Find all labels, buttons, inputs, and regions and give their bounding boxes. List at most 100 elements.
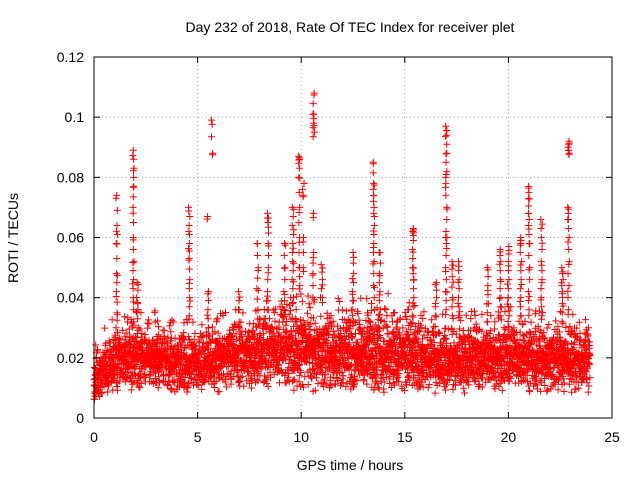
data-point xyxy=(375,279,383,287)
data-point xyxy=(505,250,513,258)
data-point xyxy=(558,318,566,326)
data-point xyxy=(309,214,317,222)
data-point xyxy=(310,128,318,136)
data-point xyxy=(539,308,547,316)
data-point xyxy=(295,372,303,380)
data-point xyxy=(296,273,304,281)
data-point xyxy=(254,286,262,294)
data-point xyxy=(257,316,265,324)
data-point xyxy=(348,275,356,283)
data-point xyxy=(113,206,121,214)
data-point xyxy=(321,375,329,383)
data-point xyxy=(471,312,479,320)
data-point xyxy=(484,273,492,281)
data-point xyxy=(369,185,377,193)
data-point xyxy=(181,378,189,386)
data-point xyxy=(109,369,117,377)
data-point xyxy=(409,227,417,235)
data-point xyxy=(309,282,317,290)
data-point xyxy=(417,311,425,319)
data-point xyxy=(235,324,243,332)
data-point xyxy=(336,298,344,306)
data-point xyxy=(123,329,131,337)
data-point xyxy=(154,384,162,392)
data-point xyxy=(112,293,120,301)
data-point xyxy=(279,318,287,326)
data-point xyxy=(221,378,229,386)
data-point xyxy=(186,212,194,220)
data-point xyxy=(169,377,177,385)
data-point xyxy=(505,276,513,284)
data-point xyxy=(448,265,456,273)
data-point xyxy=(299,249,307,257)
data-point xyxy=(442,227,450,235)
data-point xyxy=(239,309,247,317)
data-point xyxy=(247,384,255,392)
y-tick-label: 0.12 xyxy=(57,49,84,65)
data-point xyxy=(321,335,329,343)
data-point xyxy=(565,146,573,154)
data-point xyxy=(322,336,330,344)
data-point xyxy=(309,133,317,141)
y-tick-label: 0.04 xyxy=(57,290,84,306)
data-point xyxy=(496,285,504,293)
y-axis-label: ROTI / TECUs xyxy=(5,193,21,283)
data-point xyxy=(211,328,219,336)
data-point xyxy=(525,292,533,300)
data-point xyxy=(309,271,317,279)
data-point xyxy=(133,294,141,302)
data-point xyxy=(142,371,150,379)
data-point xyxy=(235,306,243,314)
data-point xyxy=(254,377,262,385)
data-point xyxy=(363,295,371,303)
data-point xyxy=(282,321,290,329)
data-point xyxy=(339,379,347,387)
data-point xyxy=(253,376,261,384)
data-point xyxy=(193,380,201,388)
data-point xyxy=(271,317,279,325)
data-point xyxy=(286,333,294,341)
data-point xyxy=(361,347,369,355)
data-point xyxy=(527,318,535,326)
data-point xyxy=(129,151,137,159)
data-point xyxy=(366,317,374,325)
data-point xyxy=(215,388,223,396)
data-point xyxy=(136,384,144,392)
data-point xyxy=(319,281,327,289)
data-point xyxy=(265,306,273,314)
data-point xyxy=(203,311,211,319)
y-tick-label: 0.08 xyxy=(57,169,84,185)
data-point xyxy=(564,143,572,151)
data-point xyxy=(538,279,546,287)
data-point xyxy=(359,359,367,367)
data-point xyxy=(265,252,273,260)
data-point xyxy=(524,209,532,217)
data-point xyxy=(568,388,576,396)
x-tick-label: 10 xyxy=(293,429,309,445)
data-point xyxy=(264,276,272,284)
data-point xyxy=(329,327,337,335)
data-point xyxy=(560,388,568,396)
data-point xyxy=(537,315,545,323)
data-point xyxy=(222,308,230,316)
data-point xyxy=(137,369,145,377)
data-point xyxy=(130,182,138,190)
data-point xyxy=(543,324,551,332)
data-point xyxy=(281,276,289,284)
data-point xyxy=(299,193,307,201)
data-point xyxy=(227,367,235,375)
data-point xyxy=(443,127,451,135)
data-point xyxy=(184,379,192,387)
data-point xyxy=(291,334,299,342)
data-point xyxy=(538,246,546,254)
data-point xyxy=(537,285,545,293)
data-point xyxy=(198,372,206,380)
data-point xyxy=(295,164,303,172)
data-point xyxy=(354,310,362,318)
data-point xyxy=(431,312,439,320)
data-point xyxy=(154,323,162,331)
data-point xyxy=(558,264,566,272)
data-point xyxy=(441,132,449,140)
data-point xyxy=(443,288,451,296)
